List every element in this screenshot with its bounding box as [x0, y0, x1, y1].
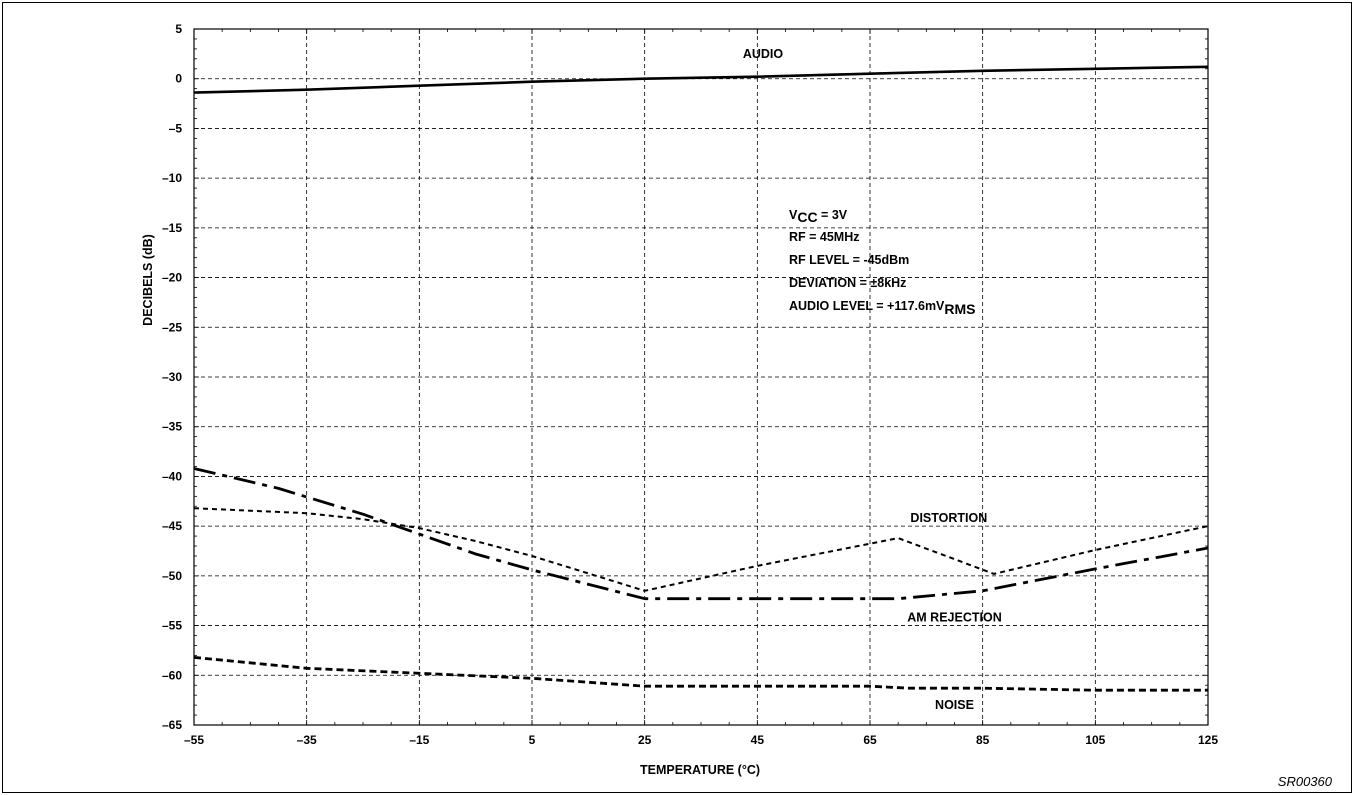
x-tick-label: 45	[751, 733, 765, 747]
condition-vcc: VCC = 3V	[789, 208, 848, 225]
plot-area	[193, 28, 1209, 726]
series-audio	[193, 65, 1209, 94]
y-tick-label: –10	[162, 171, 182, 185]
y-tick-label: –20	[162, 271, 182, 285]
series-lines	[193, 65, 1209, 692]
y-tick-label: –45	[162, 519, 182, 533]
condition-audio-level: AUDIO LEVEL = +117.6mVRMS	[789, 299, 976, 317]
tick-labels: –55 –35 –15 5 25 45 65 85 105 125 5 0 –5 –10 –15 –20 –25…	[162, 22, 1218, 747]
x-tick-label: –55	[184, 733, 204, 747]
condition-deviation: DEVIATION = ±8kHz	[789, 276, 906, 290]
y-tick-label: –40	[162, 469, 182, 483]
series-distortion	[193, 507, 1209, 592]
x-tick-label: 65	[863, 733, 877, 747]
y-axis-label: DECIBELS (dB)	[141, 234, 155, 326]
label-am-rejection: AM REJECTION	[907, 611, 1001, 625]
y-tick-label: –25	[162, 320, 182, 334]
y-tick-label: –5	[169, 121, 183, 135]
y-tick-label: –60	[162, 668, 182, 682]
x-tick-label: 25	[638, 733, 652, 747]
y-tick-label: –15	[162, 221, 182, 235]
figure-id: SR00360	[1277, 774, 1332, 789]
x-tick-label: 125	[1198, 733, 1218, 747]
y-tick-label: 0	[175, 72, 182, 86]
y-tick-label: –65	[162, 718, 182, 732]
series-noise	[193, 656, 1208, 692]
x-tick-label: 105	[1085, 733, 1105, 747]
x-tick-label: 5	[529, 733, 536, 747]
plot-border	[193, 28, 1209, 726]
x-tick-label: –15	[409, 733, 429, 747]
y-tick-label: 5	[175, 22, 182, 36]
x-tick-label: –35	[297, 733, 317, 747]
condition-rf-level: RF LEVEL = -45dBm	[789, 253, 909, 267]
y-tick-label: –55	[162, 619, 182, 633]
series-am-rejection	[193, 467, 1209, 601]
conditions-box: VCC = 3V RF = 45MHz RF LEVEL = -45dBm DE…	[789, 208, 976, 317]
x-axis-label: TEMPERATURE (°C)	[640, 763, 760, 777]
condition-rf: RF = 45MHz	[789, 230, 860, 244]
label-distortion: DISTORTION	[910, 511, 987, 525]
y-tick-label: –50	[162, 569, 182, 583]
grid	[194, 29, 1208, 725]
x-tick-label: 85	[976, 733, 990, 747]
series-labels: AUDIO DISTORTION AM REJECTION NOISE	[743, 47, 1002, 712]
label-noise: NOISE	[935, 698, 974, 712]
y-tick-label: –35	[162, 420, 182, 434]
label-audio: AUDIO	[743, 47, 784, 61]
y-tick-label: –30	[162, 370, 182, 384]
